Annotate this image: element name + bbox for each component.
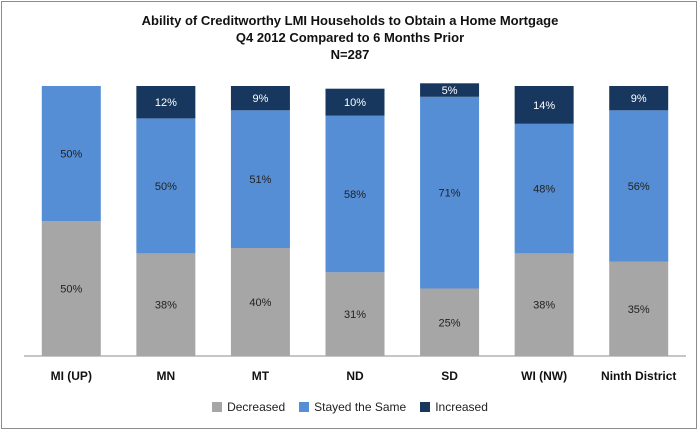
bar-ninth-district-stayed-the-same (609, 110, 669, 262)
chart-title: Ability of Creditworthy LMI Households t… (141, 13, 559, 28)
bar-wi-nw-decreased (514, 253, 574, 356)
data-label-ninth-district-decreased: 35% (628, 304, 650, 316)
data-label-ninth-district-stayed-the-same: 56% (628, 181, 650, 193)
legend-swatch-increased (420, 402, 431, 412)
data-label-nd-decreased: 31% (344, 309, 366, 321)
chart-title-block: Ability of Creditworthy LMI Households t… (0, 12, 700, 63)
bar-mn-stayed-the-same (136, 118, 196, 254)
data-label-mt-stayed-the-same: 51% (249, 174, 271, 186)
legend-label-increased: Increased (435, 400, 488, 414)
x-tick-label-sd: SD (441, 369, 458, 383)
bar-mt-decreased (230, 248, 290, 356)
bar-mn-decreased (136, 253, 196, 356)
bar-wi-nw-stayed-the-same (514, 123, 574, 254)
data-label-sd-decreased: 25% (439, 317, 461, 329)
bar-mt-stayed-the-same (230, 110, 290, 248)
data-label-wi-nw-decreased: 38% (533, 300, 555, 312)
bar-nd-decreased (325, 272, 385, 356)
legend-swatch-decreased (212, 402, 223, 412)
x-tick-label-nd: ND (346, 369, 364, 383)
data-label-sd-increased: 5% (442, 85, 458, 97)
data-label-mt-decreased: 40% (249, 297, 271, 309)
data-label-mt-increased: 9% (252, 93, 268, 105)
bar-nd-increased (325, 88, 385, 116)
chart-subtitle-n: N=287 (330, 47, 370, 62)
x-tick-label-mn: MN (157, 369, 176, 383)
bar-sd-decreased (420, 288, 480, 356)
data-label-mi-up-stayed-the-same: 50% (60, 149, 82, 161)
data-label-ninth-district-increased: 9% (631, 93, 647, 105)
legend-item-stayed-the-same: Stayed the Same (299, 400, 406, 414)
bar-wi-nw-increased (514, 86, 574, 124)
x-tick-label-mi-up: MI (UP) (51, 369, 92, 383)
data-label-wi-nw-increased: 14% (533, 100, 555, 112)
x-tick-label-mt: MT (252, 369, 270, 383)
data-label-nd-increased: 10% (344, 97, 366, 109)
bar-ninth-district-increased (609, 86, 669, 111)
legend-swatch-stayed-the-same (299, 402, 310, 412)
legend-item-increased: Increased (420, 400, 488, 414)
data-label-mn-decreased: 38% (155, 300, 177, 312)
legend-label-decreased: Decreased (227, 400, 286, 414)
bar-sd-stayed-the-same (420, 96, 480, 289)
legend-label-stayed-the-same: Stayed the Same (314, 400, 407, 414)
data-label-mi-up-decreased: 50% (60, 284, 82, 296)
legend: Decreased Stayed the Same Increased (0, 400, 700, 414)
bar-nd-stayed-the-same (325, 115, 385, 273)
bar-mn-increased (136, 86, 196, 119)
bar-mt-increased (230, 86, 290, 111)
bar-sd-increased (420, 83, 480, 97)
data-label-mn-increased: 12% (155, 97, 177, 109)
bar-ninth-district-decreased (609, 261, 669, 356)
data-label-sd-stayed-the-same: 71% (439, 188, 461, 200)
chart-subtitle: Q4 2012 Compared to 6 Months Prior (235, 30, 465, 45)
legend-item-decreased: Decreased (212, 400, 285, 414)
data-label-wi-nw-stayed-the-same: 48% (533, 184, 555, 196)
x-tick-label-ninth-district: Ninth District (601, 369, 676, 383)
bar-mi-up-stayed-the-same (41, 86, 101, 221)
data-label-nd-stayed-the-same: 58% (344, 189, 366, 201)
data-label-mn-stayed-the-same: 50% (155, 181, 177, 193)
bar-mi-up-decreased (41, 221, 101, 356)
x-tick-label-wi-nw: WI (NW) (521, 369, 567, 383)
